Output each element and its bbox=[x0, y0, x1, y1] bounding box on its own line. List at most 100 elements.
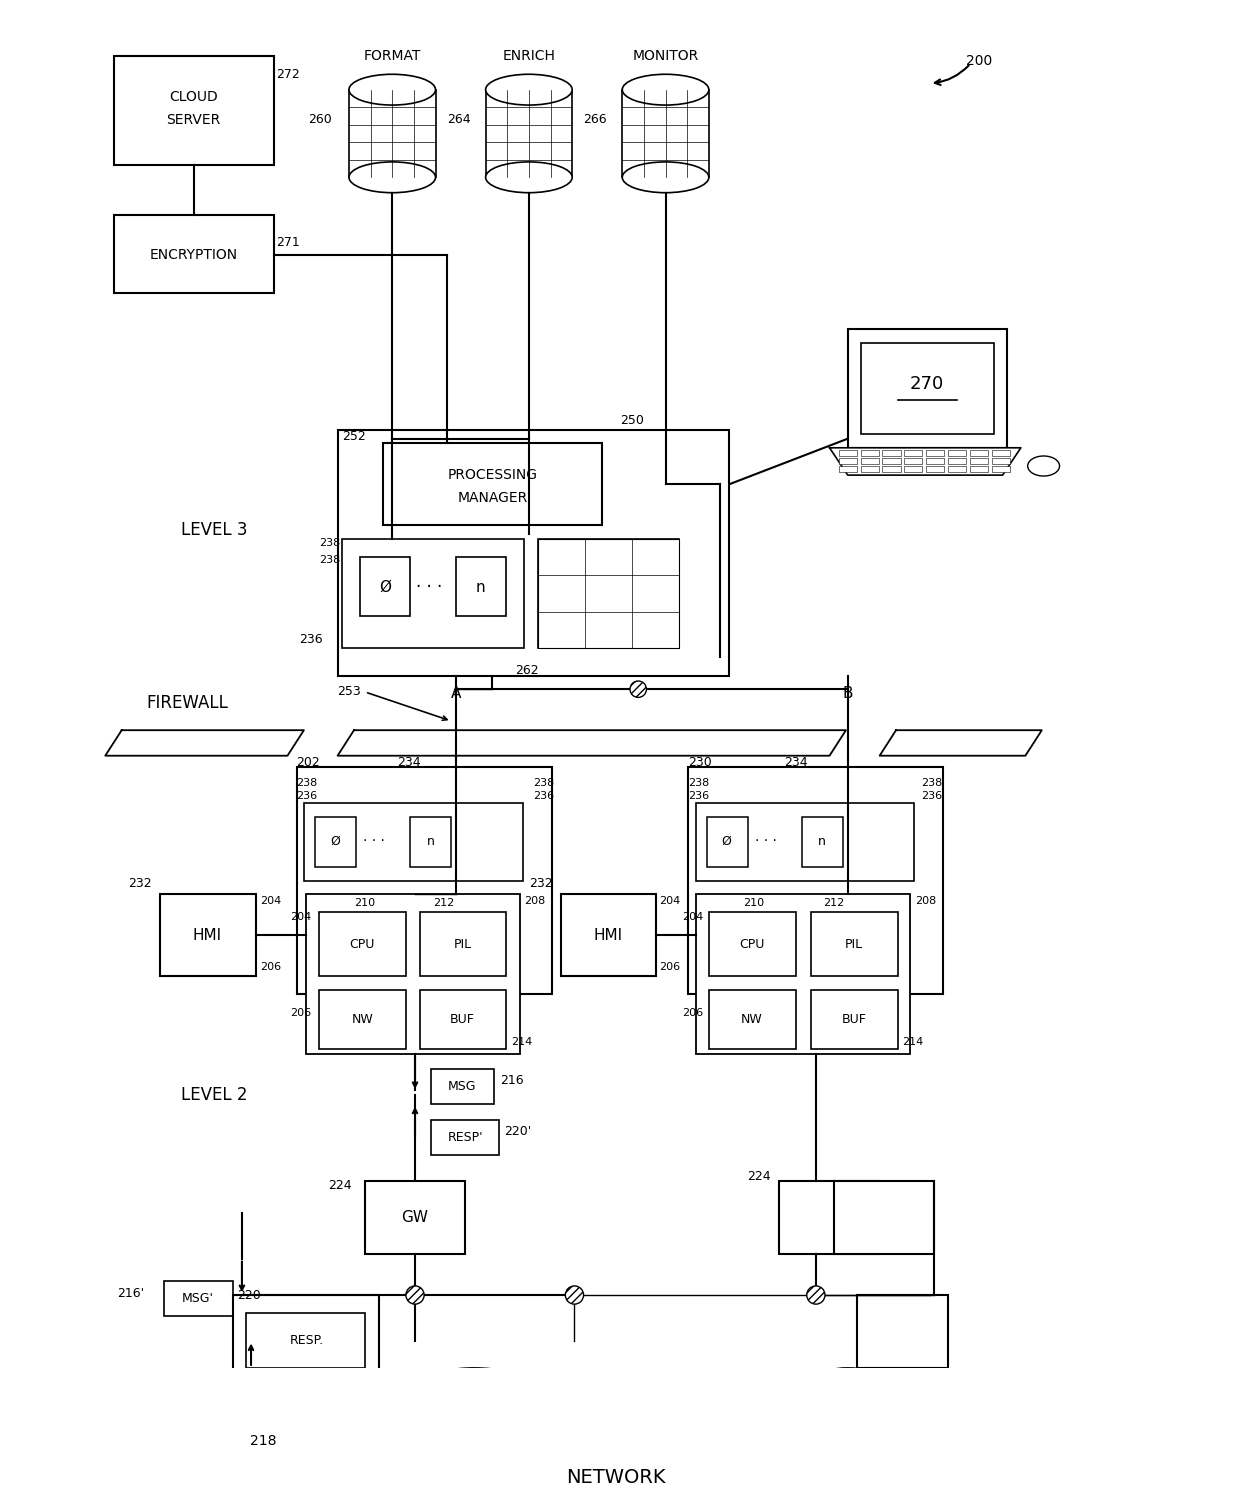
Text: 234: 234 bbox=[397, 756, 420, 768]
Bar bbox=[861, 458, 879, 464]
Text: 264: 264 bbox=[446, 114, 470, 126]
Ellipse shape bbox=[252, 1390, 401, 1468]
Ellipse shape bbox=[694, 1386, 797, 1452]
Text: 230: 230 bbox=[688, 756, 712, 768]
Text: 238: 238 bbox=[533, 778, 554, 788]
Text: ENCRYPTION: ENCRYPTION bbox=[150, 248, 238, 261]
Text: 236: 236 bbox=[920, 790, 941, 801]
Text: FORMAT: FORMAT bbox=[363, 50, 420, 63]
Text: CPU: CPU bbox=[739, 938, 765, 951]
Bar bbox=[361, 556, 410, 616]
Text: 236: 236 bbox=[533, 790, 554, 801]
Bar bbox=[337, 429, 729, 675]
Text: Ø: Ø bbox=[722, 836, 732, 848]
Bar bbox=[383, 442, 601, 525]
Text: 206: 206 bbox=[682, 1008, 703, 1017]
Bar bbox=[365, 1180, 465, 1254]
Bar bbox=[802, 816, 843, 867]
Bar bbox=[947, 450, 966, 456]
Circle shape bbox=[807, 1286, 825, 1304]
Bar bbox=[182, 1386, 342, 1500]
Bar bbox=[247, 1314, 365, 1368]
Text: BUF: BUF bbox=[842, 1014, 867, 1026]
Text: 272: 272 bbox=[275, 68, 299, 81]
Bar bbox=[947, 466, 966, 472]
Bar bbox=[992, 450, 1009, 456]
Bar bbox=[165, 1281, 233, 1316]
Text: 238: 238 bbox=[296, 778, 317, 788]
Bar bbox=[696, 802, 914, 880]
Text: · · ·: · · · bbox=[363, 834, 384, 849]
Bar bbox=[296, 766, 552, 994]
Ellipse shape bbox=[348, 162, 435, 192]
Text: 220': 220' bbox=[505, 1125, 532, 1137]
Text: CPU: CPU bbox=[350, 938, 374, 951]
Bar bbox=[838, 458, 857, 464]
Text: BUF: BUF bbox=[450, 1014, 475, 1026]
Text: MANAGER: MANAGER bbox=[458, 490, 527, 506]
Text: PIL: PIL bbox=[454, 938, 471, 951]
Text: Ø: Ø bbox=[330, 836, 340, 848]
Ellipse shape bbox=[389, 1368, 559, 1455]
Ellipse shape bbox=[622, 162, 709, 192]
Bar bbox=[342, 538, 525, 648]
Text: 210: 210 bbox=[353, 898, 376, 909]
Text: SERVER: SERVER bbox=[166, 112, 221, 128]
Text: 216': 216' bbox=[117, 1287, 144, 1299]
Text: MSG: MSG bbox=[448, 1080, 476, 1094]
Text: 220: 220 bbox=[237, 1288, 262, 1302]
Bar bbox=[861, 450, 879, 456]
Bar bbox=[811, 912, 898, 976]
Text: NW: NW bbox=[742, 1014, 763, 1026]
Text: 204: 204 bbox=[682, 912, 703, 922]
Ellipse shape bbox=[486, 75, 572, 105]
Text: MONITOR: MONITOR bbox=[632, 50, 698, 63]
Text: 214: 214 bbox=[903, 1036, 924, 1047]
Text: 200: 200 bbox=[966, 54, 992, 68]
Ellipse shape bbox=[1028, 456, 1059, 476]
Text: 262: 262 bbox=[516, 664, 539, 678]
Text: 216: 216 bbox=[500, 1074, 523, 1088]
Circle shape bbox=[405, 1286, 424, 1304]
Ellipse shape bbox=[711, 1400, 985, 1500]
Text: 232: 232 bbox=[529, 878, 553, 890]
Bar bbox=[883, 458, 900, 464]
Bar bbox=[709, 912, 796, 976]
Text: 238: 238 bbox=[688, 778, 709, 788]
Ellipse shape bbox=[553, 1394, 691, 1466]
Text: 238: 238 bbox=[320, 538, 341, 549]
Bar bbox=[304, 802, 522, 880]
Bar bbox=[835, 1180, 934, 1254]
Bar bbox=[430, 1120, 498, 1155]
Ellipse shape bbox=[486, 162, 572, 192]
Bar bbox=[233, 1294, 378, 1413]
Text: 204: 204 bbox=[260, 897, 281, 906]
Text: 260: 260 bbox=[309, 114, 332, 126]
Text: MSG': MSG' bbox=[182, 1292, 215, 1305]
Text: 206: 206 bbox=[660, 962, 681, 972]
Polygon shape bbox=[830, 448, 1021, 476]
Bar bbox=[883, 450, 900, 456]
Ellipse shape bbox=[277, 1406, 672, 1500]
Bar bbox=[811, 990, 898, 1048]
Text: CLOUD: CLOUD bbox=[170, 90, 218, 104]
Bar bbox=[688, 766, 944, 994]
Text: 206: 206 bbox=[290, 1008, 311, 1017]
Text: 236: 236 bbox=[688, 790, 709, 801]
Polygon shape bbox=[337, 730, 846, 756]
Text: PROCESSING: PROCESSING bbox=[448, 468, 537, 482]
Text: 212: 212 bbox=[433, 898, 455, 909]
Bar bbox=[970, 450, 988, 456]
Text: 232: 232 bbox=[128, 878, 151, 890]
Bar bbox=[780, 1180, 879, 1254]
Text: 224: 224 bbox=[748, 1170, 771, 1184]
Bar bbox=[560, 894, 656, 977]
Text: 250: 250 bbox=[620, 414, 644, 428]
Bar bbox=[707, 816, 748, 867]
Text: 271: 271 bbox=[275, 237, 299, 249]
Text: 212: 212 bbox=[823, 898, 844, 909]
Bar bbox=[419, 990, 506, 1048]
Bar bbox=[486, 90, 572, 177]
Bar bbox=[862, 344, 993, 433]
Text: 210: 210 bbox=[743, 898, 764, 909]
